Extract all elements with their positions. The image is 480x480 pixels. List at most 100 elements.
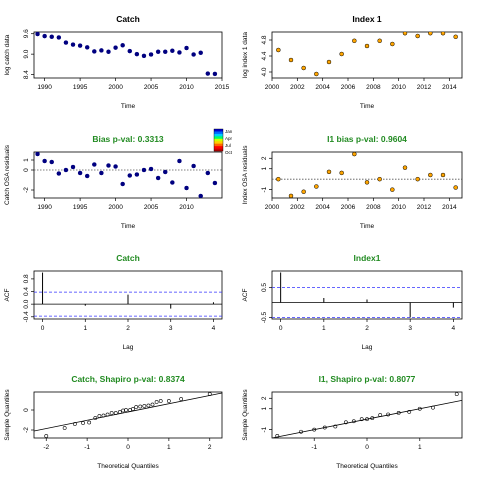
index-acf-ytick-label: -0.5 — [261, 312, 268, 324]
legend-swatch — [214, 131, 223, 135]
legend-label: Jul — [225, 143, 231, 148]
catch-res-point — [84, 173, 90, 179]
legend-swatch — [214, 138, 223, 142]
catch-res-frame — [33, 151, 223, 199]
catch-ts-title: Catch — [116, 14, 140, 24]
catch-acf-xtick-label: 1 — [83, 325, 87, 332]
catch-acf-plot-area — [34, 272, 222, 317]
index-acf-panel: Index1 0 1 2 3 4 -0.5 0.5 Lag ACF — [242, 253, 463, 351]
catch-ts-xtick-label: 2010 — [179, 84, 194, 91]
catch-qq-point — [207, 392, 212, 396]
catch-qq-point — [97, 414, 102, 418]
legend-swatch — [214, 133, 223, 137]
catch-acf-xtick-label: 4 — [212, 325, 216, 332]
legend-frame — [213, 128, 224, 152]
catch-qq-point — [72, 422, 77, 426]
catch-res-point — [120, 181, 125, 187]
index-res-ytick-label: 2 — [261, 156, 268, 160]
index-res-xtick-label: 2010 — [391, 204, 406, 211]
index-ts-point — [364, 43, 370, 49]
index-acf-title: Index1 — [354, 253, 381, 263]
index-qq-point — [454, 392, 459, 396]
index-ts-xtick-label: 2002 — [290, 84, 305, 91]
catch-ts-ytick-label: 9.6 — [23, 29, 30, 38]
index-acf-xtick-label: 1 — [322, 325, 326, 332]
catch-ts-point — [35, 32, 40, 37]
catch-ts-point — [155, 49, 161, 55]
index-qq-title: I1, Shapiro p-val: 0.8077 — [319, 374, 416, 384]
catch-qq-point — [150, 402, 155, 407]
catch-ts-ytick-label: 9.0 — [23, 49, 30, 58]
index-res-title: I1 bias p-val: 0.9604 — [327, 134, 407, 144]
index-res-xtick-label: 2014 — [442, 204, 457, 211]
index-res-xtick-label: 2004 — [315, 204, 330, 211]
catch-ts-xtick-label: 1995 — [73, 84, 88, 91]
catch-qq-point — [93, 416, 98, 420]
catch-ts-point — [162, 49, 168, 55]
legend-swatch — [214, 148, 223, 152]
index-ts-xlabel: Time — [360, 103, 375, 110]
index-res-xtick-label: 2000 — [265, 204, 280, 211]
legend-label: Jan — [225, 129, 233, 134]
catch-ts-point — [134, 51, 140, 57]
catch-res-point — [106, 163, 111, 168]
catch-res-point — [42, 158, 47, 164]
index-res-point — [352, 152, 357, 157]
catch-res-point — [191, 163, 196, 169]
index-ts-point — [301, 65, 306, 71]
index-res-ytick-label: 1 — [261, 167, 268, 171]
catch-qq-point — [138, 404, 143, 409]
index-qq-xtick-label: -1 — [311, 444, 317, 451]
index-ts-ytick-label: 4.4 — [261, 51, 268, 60]
catch-qq-point — [166, 399, 171, 403]
catch-ts-point — [141, 53, 147, 59]
catch-acf-ytick-label: 0.0 — [23, 299, 30, 308]
index-qq-plot-area — [272, 392, 462, 438]
catch-res-point — [162, 169, 168, 175]
index-acf-frame — [271, 270, 463, 320]
legend-swatch — [214, 146, 223, 149]
catch-ts-point — [177, 50, 182, 55]
catch-res-point — [134, 172, 140, 177]
index-res-xtick-label: 2008 — [366, 204, 381, 211]
catch-ts-plot-area — [35, 32, 218, 77]
catch-qq-ytick-label: 0 — [23, 408, 30, 412]
index-ts-ytick-label: 4.8 — [261, 35, 268, 44]
index-ts-point — [276, 47, 281, 53]
index-res-frame — [271, 151, 463, 199]
index-qq-point — [343, 420, 348, 425]
index-ts-xtick-label: 2000 — [265, 84, 280, 91]
index-qq-point — [370, 416, 375, 421]
index-ts-title: Index 1 — [352, 14, 382, 24]
index-ts-xtick-label: 2004 — [315, 84, 330, 91]
index-ts-point — [326, 59, 332, 65]
catch-qq-xtick-label: 2 — [208, 444, 212, 451]
index-res-point — [276, 176, 281, 182]
catch-qq-point — [154, 400, 159, 404]
index-qq-xlabel: Theoretical Quantiles — [336, 463, 398, 470]
catch-ts-point — [106, 49, 111, 55]
index-acf-xtick-label: 2 — [365, 325, 369, 332]
index-acf-plot-area — [272, 272, 462, 318]
legend-swatch — [214, 143, 223, 147]
index-qq-point — [359, 417, 364, 422]
index-res-point — [301, 189, 306, 194]
catch-qq-ylabel: Sample Quantiles — [4, 389, 11, 441]
index-res-point — [440, 172, 446, 178]
index-qq-frame — [271, 391, 463, 439]
catch-res-point — [155, 175, 161, 181]
catch-ts-xlabel: Time — [121, 103, 136, 110]
index-ts-ylabel: log index 1 data — [242, 32, 249, 78]
catch-acf-xtick-label: 2 — [126, 325, 130, 332]
catch-res-point — [63, 167, 69, 173]
catch-ts-point — [170, 48, 175, 53]
catch-res-xtick-label: 2000 — [108, 204, 123, 211]
catch-res-ytick-label: -2 — [23, 187, 30, 193]
catch-qq-point — [62, 426, 67, 430]
index-qq-ylabel: Sample Quantiles — [242, 389, 249, 441]
catch-qq-point — [44, 434, 49, 438]
catch-ts-point — [77, 43, 83, 48]
index-ts-point — [288, 57, 294, 63]
catch-ts-point — [42, 33, 47, 39]
